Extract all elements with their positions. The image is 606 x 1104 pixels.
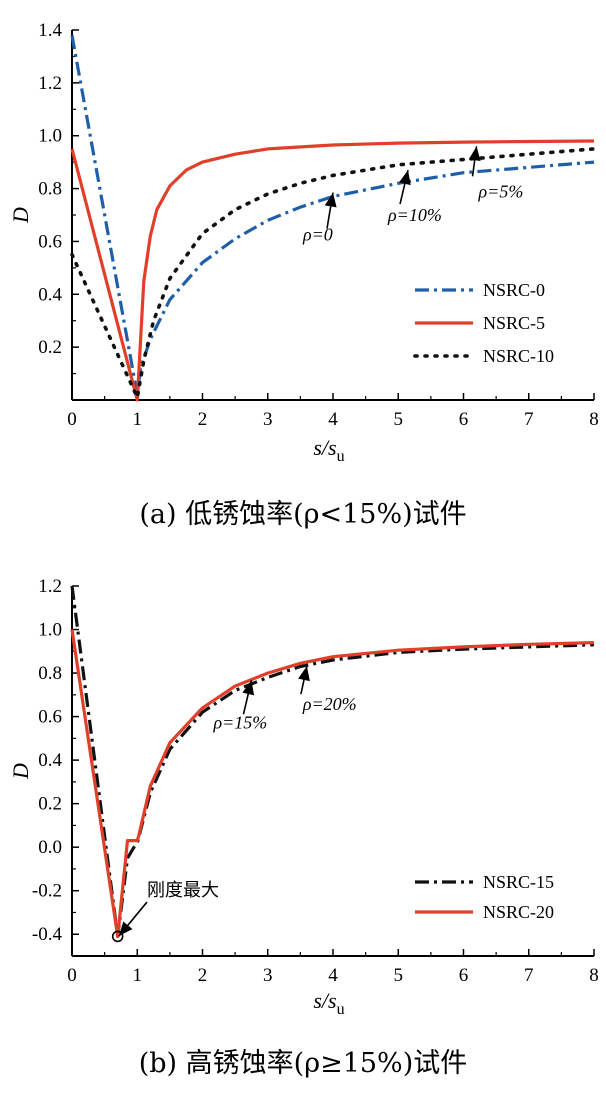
y-tick-label: 1.2 [38, 576, 62, 597]
x-tick-label: 6 [459, 965, 469, 986]
x-tick-label: 6 [459, 409, 469, 430]
legend-label: NSRC-0 [483, 280, 545, 300]
annotation-label: ρ=10% [387, 205, 442, 225]
series-line-nsrc-15 [70, 585, 595, 938]
annotation-label: ρ=20% [302, 694, 357, 714]
x-tick-label: 5 [394, 965, 404, 986]
y-tick-label: 1.0 [38, 126, 62, 147]
annotation-label: ρ=5% [478, 181, 524, 201]
x-tick-label: 1 [133, 409, 143, 430]
annotation-arrowhead [118, 921, 133, 937]
legend-label: NSRC-15 [483, 872, 554, 892]
figure-caption: (a) 低锈蚀率(ρ<15%)试件 [139, 499, 466, 530]
annotation-arrowhead [298, 666, 310, 682]
y-tick-label: 0.4 [38, 284, 62, 305]
legend-label: NSRC-10 [483, 346, 554, 366]
figure-caption: (b) 高锈蚀率(ρ≥15%)试件 [139, 1048, 468, 1079]
x-tick-label: 3 [263, 965, 273, 986]
x-tick-label: 4 [328, 965, 338, 986]
y-tick-label: 1.0 [38, 620, 62, 641]
annotation-arrowhead [398, 170, 411, 186]
y-axis-label: D [8, 207, 33, 224]
x-tick-label: 3 [263, 409, 273, 430]
x-tick-label: 7 [524, 965, 534, 986]
y-tick-label: 0.8 [38, 179, 62, 200]
legend-label: NSRC-5 [483, 313, 545, 333]
y-tick-label: 0.8 [38, 663, 62, 684]
y-axis-label: D [8, 763, 33, 780]
x-axis-label-main: s/s [313, 988, 336, 1013]
min-point-marker [111, 930, 124, 943]
y-tick-label: 0.2 [38, 337, 62, 358]
x-tick-label: 0 [67, 409, 77, 430]
annotation-arrowhead [324, 192, 337, 208]
y-tick-label: 0.6 [38, 231, 62, 252]
y-tick-label: 0.4 [38, 750, 62, 771]
y-tick-label: 0.2 [38, 794, 62, 815]
x-tick-label: 5 [394, 409, 404, 430]
annotation-arrowhead [468, 146, 481, 161]
x-tick-label: 1 [133, 965, 143, 986]
x-tick-label: 7 [524, 409, 534, 430]
plot-b-high-corrosion: 0 1 2 3 4 5 6 7 8 -0.4 -0.2 0.0 0.2 0.4 0.6 0.8 1.0 1.2 NS… [8, 576, 599, 1079]
series-line-nsrc-0 [70, 35, 595, 397]
plot-a-low-corrosion: 0 1 2 3 4 5 6 7 8 0.2 0.4 0.6 0.8 1.0 1.2 1.4 NSRC-0 NSRC… [8, 20, 599, 530]
series-line-nsrc-5 [70, 139, 595, 402]
x-axis-label-main: s/s [313, 435, 336, 460]
series-line-nsrc-20 [70, 629, 595, 938]
x-tick-label: 0 [67, 965, 77, 986]
x-tick-label: 8 [589, 965, 599, 986]
y-tick-label: 0.6 [38, 707, 62, 728]
y-tick-label: -0.2 [32, 881, 62, 902]
x-tick-label: 8 [589, 409, 599, 430]
y-tick-label: 1.2 [38, 73, 62, 94]
x-axis-label: s/su [313, 435, 344, 465]
annotation-label: ρ=0 [302, 225, 333, 245]
y-tick-label: 0.0 [38, 837, 62, 858]
x-axis-label-sub: u [337, 448, 345, 465]
x-tick-label: 2 [198, 965, 208, 986]
x-tick-label: 2 [198, 409, 208, 430]
x-tick-label: 4 [328, 409, 338, 430]
annotation-label: 刚度最大 [147, 880, 219, 901]
legend-label: NSRC-20 [483, 902, 554, 922]
x-axis-label-sub: u [337, 1001, 345, 1018]
y-tick-label: 1.4 [38, 20, 62, 41]
x-axis-label: s/su [313, 988, 344, 1018]
annotation-arrowhead [242, 680, 255, 696]
annotation-label: ρ=15% [212, 712, 267, 732]
y-tick-label: -0.4 [32, 924, 63, 945]
series-line-nsrc-10 [70, 147, 596, 400]
